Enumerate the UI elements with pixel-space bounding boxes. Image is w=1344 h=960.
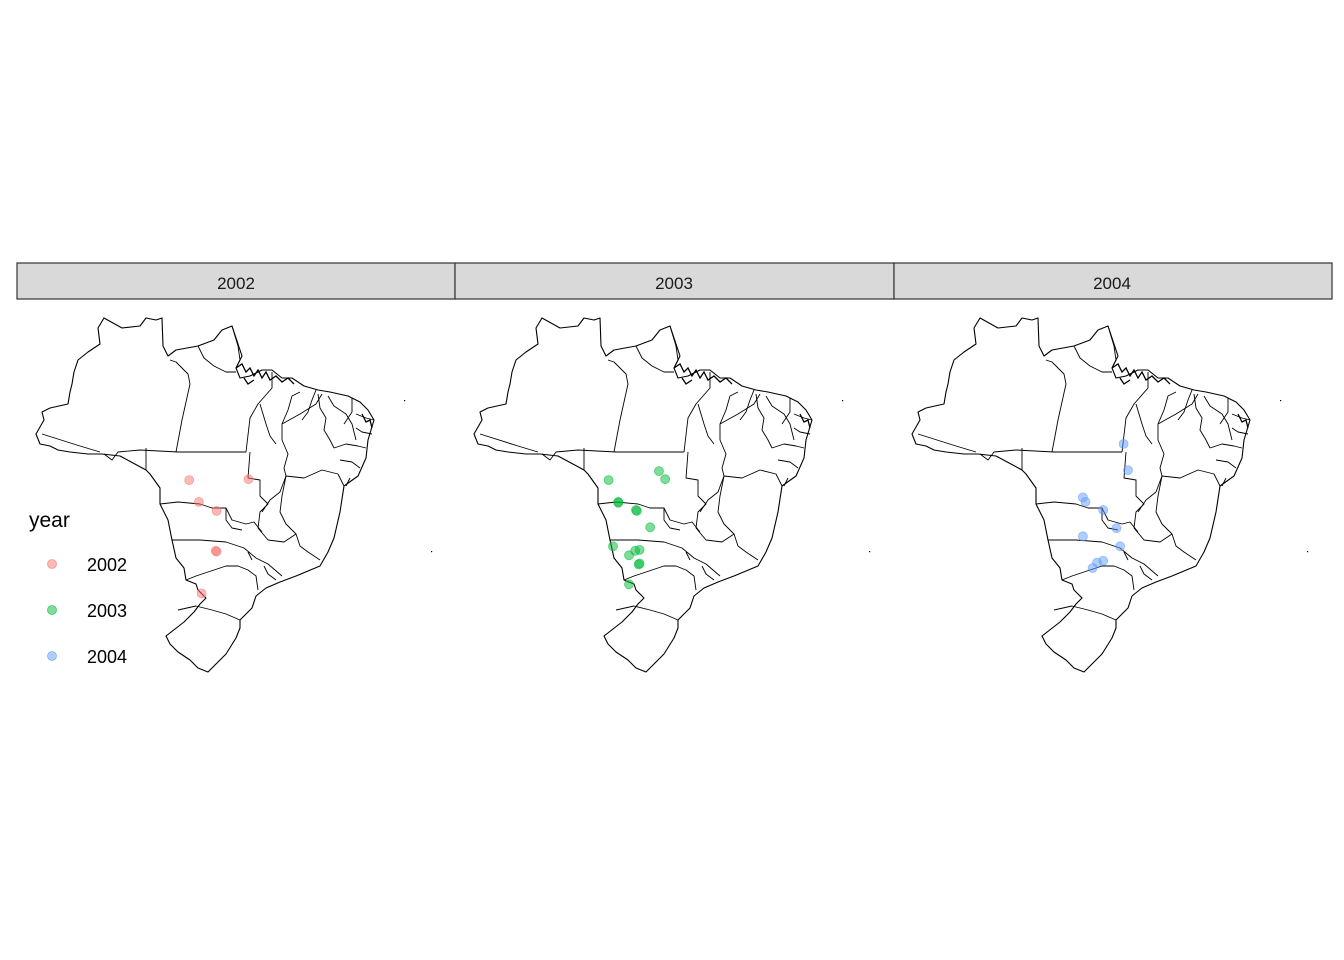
data-point-2003-7 [645, 522, 656, 533]
legend-label-2003: 2003 [87, 601, 127, 621]
data-point-2002-1 [193, 496, 204, 507]
data-point-2002-5 [211, 546, 222, 557]
map-panel-2002 [35, 317, 433, 673]
data-point-2004-0 [1118, 438, 1129, 449]
data-point-2002-3 [243, 474, 254, 485]
facet-strip-2002: 2002 [16, 262, 456, 300]
data-point-2003-11 [634, 545, 645, 555]
data-point-2004-5 [1077, 531, 1088, 542]
data-point-2003-2 [613, 497, 624, 508]
data-point-2004-1 [1123, 465, 1133, 476]
facet-label-2004: 2004 [1093, 274, 1131, 293]
data-point-2002-0 [184, 475, 195, 486]
data-point-2003-8 [608, 541, 618, 552]
data-point-2003-13 [633, 559, 644, 570]
legend-label-2002: 2002 [87, 555, 127, 575]
facet-label-2003: 2003 [655, 274, 693, 293]
facet-strips: 2002 2003 2004 [16, 262, 1333, 300]
data-point-2003-5 [654, 466, 664, 477]
legend: year 2002 2003 2004 [29, 509, 127, 667]
points-layer-2003 [603, 466, 671, 590]
data-point-2002-2 [211, 505, 222, 516]
data-point-2004-3 [1080, 496, 1091, 507]
data-point-2003-4 [631, 505, 642, 516]
points-layer-2004 [1077, 438, 1133, 573]
data-point-2004-4 [1098, 505, 1109, 515]
legend-item-2002: 2002 [47, 555, 127, 575]
facet-strip-2003: 2003 [454, 262, 895, 300]
map-panel-2003 [473, 317, 871, 673]
map-panel-2004 [911, 317, 1309, 673]
facet-strip-2004: 2004 [893, 262, 1333, 300]
points-layer-2002 [184, 474, 254, 599]
legend-item-2003: 2003 [47, 601, 127, 621]
facet-label-2002: 2002 [217, 274, 255, 293]
data-point-2003-6 [660, 474, 671, 485]
legend-label-2004: 2004 [87, 647, 127, 667]
legend-item-2004: 2004 [47, 647, 127, 667]
legend-key-2002 [47, 559, 57, 569]
data-point-2004-10 [1087, 563, 1098, 573]
legend-key-2003 [47, 605, 57, 615]
data-point-2003-0 [603, 475, 614, 486]
data-point-2004-7 [1115, 541, 1126, 552]
brazil-outline [473, 317, 871, 673]
data-point-2002-6 [196, 588, 207, 599]
brazil-outline [911, 317, 1309, 673]
legend-title: year [29, 509, 70, 532]
data-point-2003-14 [624, 579, 634, 590]
data-point-2004-9 [1098, 555, 1109, 566]
legend-key-2004 [47, 651, 57, 661]
data-point-2004-6 [1111, 523, 1122, 534]
